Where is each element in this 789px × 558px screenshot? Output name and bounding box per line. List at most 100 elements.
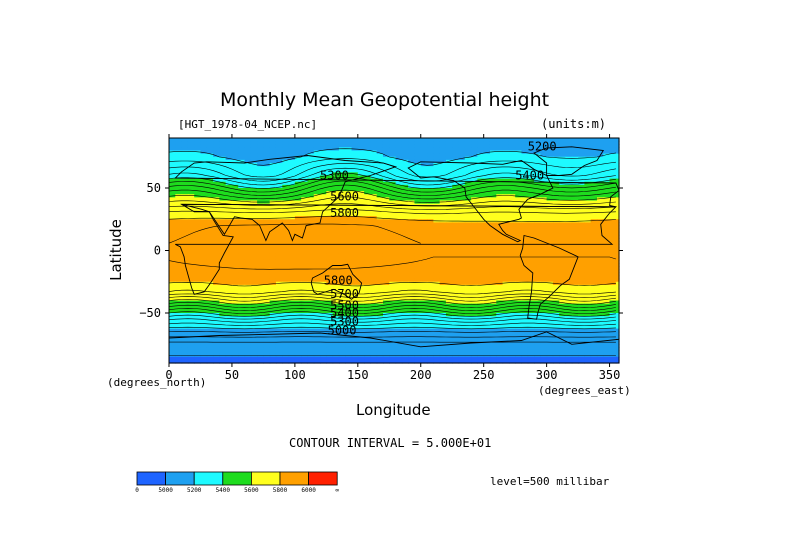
field-cell <box>420 259 428 264</box>
field-cell <box>332 191 340 195</box>
field-cell <box>578 147 585 152</box>
field-cell <box>320 200 327 205</box>
field-cell <box>376 219 384 223</box>
field-cell <box>288 322 296 327</box>
field-cell <box>534 253 541 258</box>
field-cell <box>540 297 548 302</box>
field-cell <box>445 272 453 277</box>
field-cell <box>238 156 246 161</box>
field-cell <box>332 241 340 245</box>
field-cell <box>382 269 390 273</box>
field-cell <box>578 247 585 252</box>
field-cell <box>194 153 202 158</box>
field-cell <box>571 291 579 295</box>
field-cell <box>263 219 271 223</box>
field-cell <box>603 272 611 277</box>
field-cell <box>603 225 611 230</box>
field-cell <box>338 191 346 195</box>
field-cell <box>206 284 214 289</box>
field-cell <box>552 172 560 177</box>
field-cell <box>231 338 239 342</box>
field-cell <box>571 166 579 170</box>
field-cell <box>433 153 441 158</box>
field-cell <box>565 263 573 267</box>
field-cell <box>332 216 340 220</box>
field-cell <box>351 319 359 323</box>
field-cell <box>282 250 290 255</box>
field-cell <box>206 163 214 167</box>
field-cell <box>382 316 390 320</box>
field-cell <box>181 253 189 258</box>
field-cell <box>200 316 208 320</box>
field-cell <box>521 191 529 195</box>
field-cell <box>288 184 296 189</box>
field-cell <box>427 219 434 223</box>
field-cell <box>395 191 403 195</box>
field-cell <box>395 234 403 239</box>
field-cell <box>483 300 491 305</box>
field-cell <box>257 138 264 142</box>
field-cell <box>546 350 554 355</box>
field-cell <box>578 156 585 161</box>
field-cell <box>471 272 478 277</box>
field-cell <box>263 138 271 142</box>
field-cell <box>351 313 359 317</box>
field-cell <box>301 166 309 170</box>
field-cell <box>213 325 220 330</box>
field-cell <box>552 319 560 323</box>
field-cell <box>225 272 233 277</box>
field-cell <box>527 266 535 270</box>
field-cell <box>527 141 535 145</box>
field-cell <box>559 234 567 239</box>
field-cell <box>345 200 353 205</box>
field-cell <box>496 303 504 308</box>
field-cell <box>414 228 422 233</box>
field-cell <box>534 281 541 286</box>
field-cell <box>364 294 371 298</box>
field-cell <box>301 244 309 248</box>
field-cell <box>320 238 327 242</box>
field-cell <box>370 191 378 195</box>
field-cell <box>596 331 604 336</box>
field-cell <box>603 303 611 308</box>
field-cell <box>489 278 497 283</box>
field-cell <box>515 297 523 302</box>
field-cell <box>552 213 560 217</box>
field-cell <box>452 163 460 167</box>
field-cell <box>483 269 491 273</box>
field-cell <box>464 163 472 167</box>
field-cell <box>332 166 340 170</box>
field-cell <box>169 344 176 348</box>
field-cell <box>420 209 428 214</box>
field-cell <box>483 347 491 352</box>
field-cell <box>420 241 428 245</box>
field-cell <box>288 172 296 177</box>
field-cell <box>250 313 258 317</box>
field-cell <box>571 209 579 214</box>
field-cell <box>200 275 208 280</box>
field-cell <box>269 275 277 280</box>
field-cell <box>320 175 327 180</box>
field-cell <box>584 147 592 152</box>
field-cell <box>225 244 233 248</box>
field-cell <box>376 247 384 252</box>
field-cell <box>194 241 202 245</box>
field-cell <box>590 141 598 145</box>
field-cell <box>559 138 567 142</box>
field-cell <box>194 319 202 323</box>
field-cell <box>471 263 478 267</box>
field-cell <box>332 281 340 286</box>
field-cell <box>502 338 510 342</box>
field-cell <box>559 331 567 336</box>
field-cell <box>219 341 227 345</box>
field-cell <box>603 234 611 239</box>
field-cell <box>313 303 321 308</box>
field-cell <box>508 209 516 214</box>
field-cell <box>427 278 434 283</box>
field-cell <box>609 297 617 302</box>
field-cell <box>439 197 447 202</box>
field-cell <box>571 281 579 286</box>
field-cell <box>250 188 258 192</box>
field-cell <box>439 313 447 317</box>
field-cell <box>401 259 409 264</box>
